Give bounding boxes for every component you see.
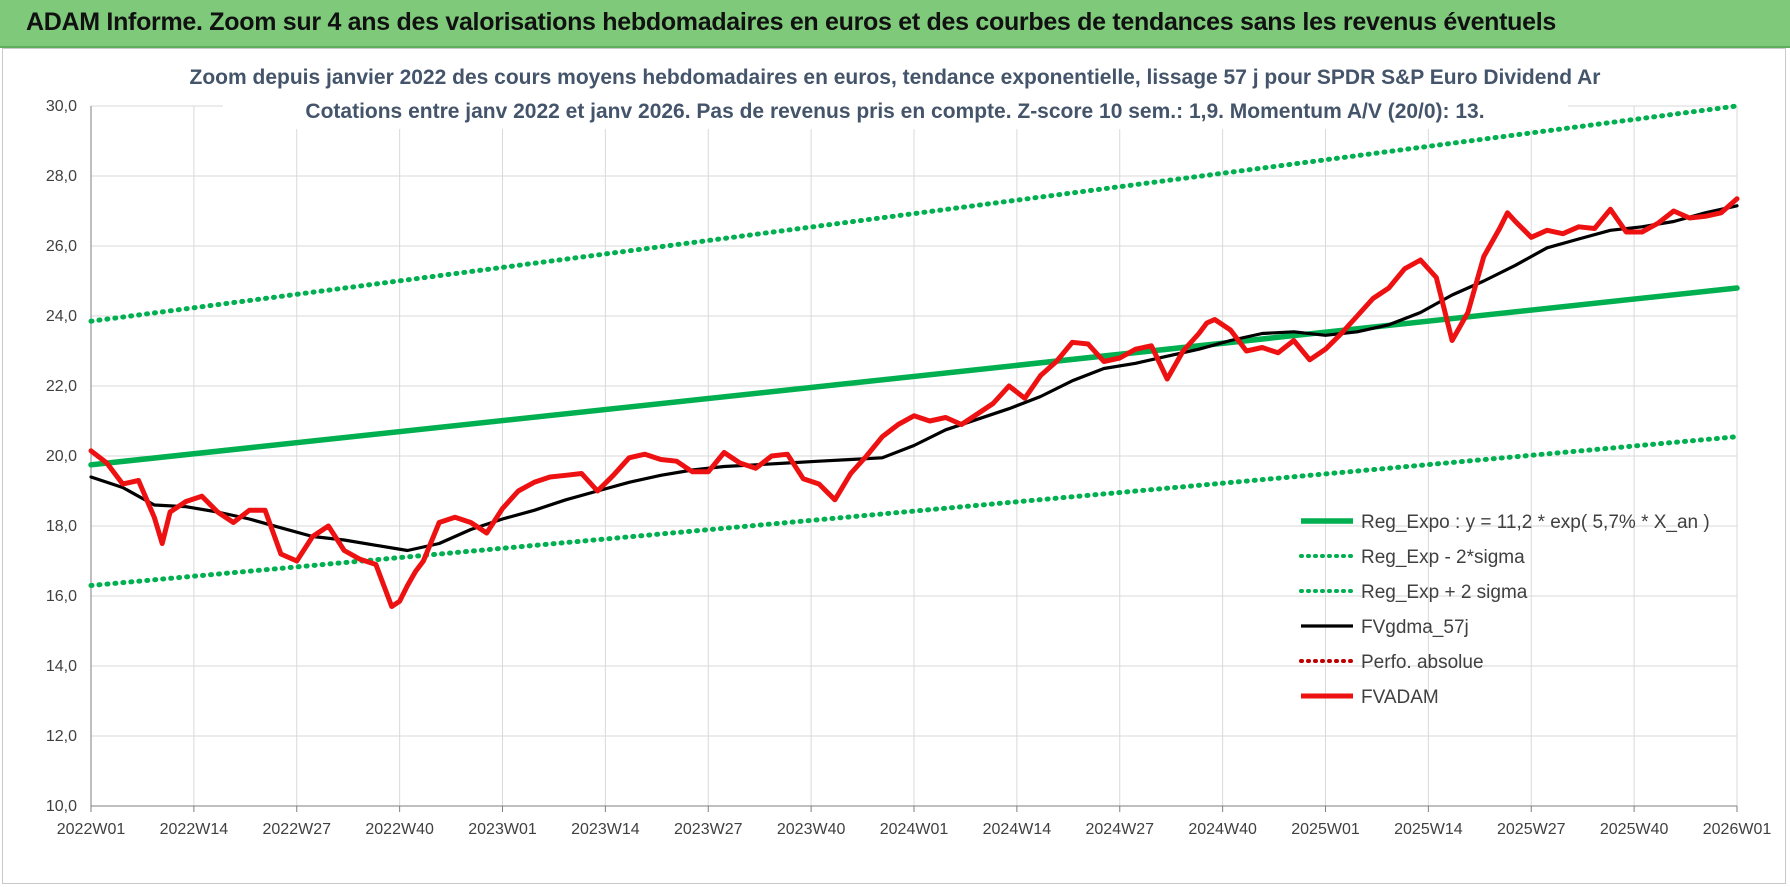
x-tick-label: 2023W01 — [468, 821, 537, 838]
legend-label: Reg_Exp + 2 sigma — [1361, 582, 1528, 603]
x-tick-label: 2025W01 — [1291, 821, 1360, 838]
series-line-2 — [88, 103, 1740, 324]
subtitle-background — [223, 59, 1568, 129]
x-tick-label: 2023W27 — [674, 821, 743, 838]
gridlines — [91, 105, 1738, 806]
series-line-3 — [89, 204, 1739, 553]
line-chart: 10,0 12,0 14,0 16,0 18,0 20,0 22,0 24,0 26,0 28,0… — [46, 59, 1771, 838]
legend-label: Reg_Expo : y = 11,2 * exp( 5,7% * X_an ) — [1361, 512, 1710, 533]
y-tick-label: 26,0 — [46, 238, 77, 255]
x-tick-label: 2025W27 — [1497, 821, 1566, 838]
x-tick-label: 2022W01 — [57, 821, 126, 838]
legend-label: Reg_Exp - 2*sigma — [1361, 547, 1525, 568]
y-tick-label: 10,0 — [46, 798, 77, 815]
y-tick-label: 20,0 — [46, 448, 77, 465]
axes: 10,0 12,0 14,0 16,0 18,0 20,0 22,0 24,0 26,0 28,0… — [46, 98, 1771, 838]
y-tick-label: 22,0 — [46, 378, 77, 395]
x-tick-label: 2022W27 — [263, 821, 332, 838]
legend: Reg_Expo : y = 11,2 * exp( 5,7% * X_an )… — [1299, 512, 1710, 708]
chart-subtitle-line-2: Cotations entre janv 2022 et janv 2026. … — [305, 100, 1484, 123]
y-tick-label: 28,0 — [46, 168, 77, 185]
y-tick-label: 30,0 — [46, 98, 77, 115]
x-tick-label: 2022W40 — [365, 821, 434, 838]
legend-label: FVgdma_57j — [1361, 617, 1469, 638]
legend-label: Perfo. absolue — [1361, 652, 1484, 673]
x-tick-label: 2024W01 — [880, 821, 949, 838]
x-tick-label: 2022W14 — [160, 821, 229, 838]
title-banner: ADAM Informe. Zoom sur 4 ans des valoris… — [0, 0, 1790, 48]
x-tick-label: 2024W27 — [1086, 821, 1155, 838]
y-tick-label: 12,0 — [46, 728, 77, 745]
x-tick-label: 2024W40 — [1188, 821, 1257, 838]
y-tick-label: 14,0 — [46, 658, 77, 675]
series-lines — [88, 103, 1740, 609]
report-title: ADAM Informe. Zoom sur 4 ans des valoris… — [26, 8, 1556, 36]
x-tick-label: 2023W14 — [571, 821, 640, 838]
legend-label: FVADAM — [1361, 687, 1439, 708]
y-tick-label: 16,0 — [46, 588, 77, 605]
chart-frame: 10,0 12,0 14,0 16,0 18,0 20,0 22,0 24,0 26,0 28,0… — [2, 48, 1786, 884]
series-line-5 — [88, 196, 1740, 609]
y-tick-label: 24,0 — [46, 308, 77, 325]
chart-subtitle-line-1: Zoom depuis janvier 2022 des cours moyen… — [190, 66, 1601, 89]
y-tick-label: 18,0 — [46, 518, 77, 535]
x-tick-label: 2025W14 — [1394, 821, 1463, 838]
x-tick-label: 2025W40 — [1600, 821, 1669, 838]
x-tick-label: 2024W14 — [983, 821, 1052, 838]
x-tick-label: 2023W40 — [777, 821, 846, 838]
x-tick-label: 2026W01 — [1703, 821, 1772, 838]
